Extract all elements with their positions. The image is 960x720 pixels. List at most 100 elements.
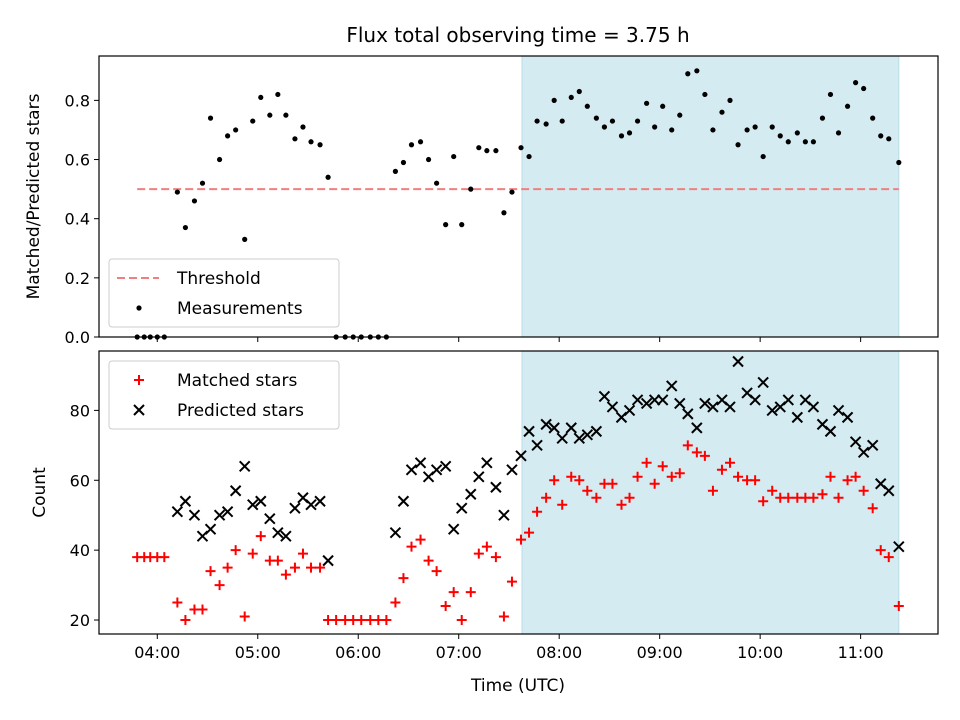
matched-point — [641, 457, 652, 468]
predicted-point — [623, 404, 636, 417]
predicted-point — [389, 526, 402, 539]
measurement-point — [870, 115, 876, 121]
predicted-point — [581, 429, 594, 441]
measurement-point — [844, 103, 851, 109]
predicted-point — [640, 397, 653, 410]
matched-point — [582, 485, 593, 496]
y-tick-label: 0.2 — [65, 269, 90, 288]
observing-time-span — [521, 55, 900, 338]
predicted-point — [749, 394, 761, 406]
measurement-point — [810, 139, 817, 145]
top-panel: 0.0 0.2 0.4 0.6 0.8 Matched/Predicted stars Th… — [24, 55, 939, 347]
matched-point — [306, 562, 317, 573]
measurement-point — [853, 80, 859, 86]
matched-point — [423, 555, 434, 566]
predicted-point — [255, 495, 267, 507]
measurement-point — [777, 133, 783, 139]
predicted-point — [631, 394, 644, 406]
predicted-point — [171, 506, 184, 518]
measurement-point — [702, 91, 708, 98]
x-tick-label: 04:00 — [134, 643, 180, 662]
matched-point — [817, 489, 828, 500]
y-tick-label: 60 — [70, 471, 90, 490]
predicted-point — [498, 509, 510, 521]
measurement-point — [191, 198, 198, 204]
matched-point — [381, 615, 392, 626]
measurement-point — [509, 189, 515, 195]
predicted-point — [598, 390, 611, 403]
measurement-point — [785, 139, 791, 145]
predicted-point — [590, 425, 603, 438]
matched-point — [883, 552, 894, 563]
matched-point — [875, 545, 886, 556]
x-tick-label: 06:00 — [335, 643, 381, 662]
measurement-point — [408, 142, 415, 148]
matched-point — [867, 503, 878, 514]
measurement-point — [769, 124, 775, 130]
matched-point — [415, 534, 426, 545]
x-axis-label: Time (UTC) — [470, 676, 565, 696]
measurement-point — [400, 159, 407, 166]
predicted-point — [221, 506, 234, 518]
predicted-point — [556, 432, 568, 445]
measurement-point — [896, 159, 902, 166]
matched-point — [255, 531, 266, 542]
y-tick-label: 0.4 — [65, 210, 90, 229]
x-tick-label: 05:00 — [235, 643, 281, 662]
measurement-point — [559, 118, 565, 124]
matched-point — [214, 580, 225, 591]
matched-point — [549, 475, 560, 486]
y-tick-label: 80 — [70, 401, 90, 420]
measurement-point — [719, 109, 725, 115]
observing-time-span — [521, 350, 900, 635]
matched-point — [297, 548, 308, 559]
matched-point — [159, 552, 170, 563]
measurement-point — [626, 130, 633, 136]
legend: Threshold Measurements — [108, 258, 340, 328]
legend-predicted-swatch — [133, 404, 145, 416]
measurement-point — [225, 133, 231, 139]
measurement-point — [242, 236, 248, 242]
predicted-point — [573, 432, 585, 445]
measurement-point — [216, 156, 223, 163]
measurement-point — [501, 210, 507, 216]
predicted-point — [280, 530, 292, 542]
matched-point — [858, 485, 869, 496]
matched-point — [624, 492, 635, 503]
predicted-point — [405, 464, 418, 476]
legend-box — [108, 360, 340, 430]
measurement-point — [392, 168, 399, 174]
predicted-point — [523, 425, 535, 438]
predicted-point — [691, 422, 703, 434]
matched-point — [498, 611, 509, 622]
measurement-point — [601, 124, 608, 130]
series-predicted-stars — [171, 355, 905, 567]
measurement-point — [207, 115, 214, 121]
matched-point — [616, 499, 627, 510]
predicted-point — [515, 450, 527, 462]
matched-point — [649, 478, 660, 489]
matched-point — [390, 597, 401, 608]
matched-point — [222, 562, 233, 573]
matched-point — [230, 545, 241, 556]
predicted-point — [832, 404, 845, 417]
matched-point — [448, 587, 459, 598]
predicted-point — [732, 355, 744, 368]
matched-point — [541, 492, 552, 503]
predicted-point — [666, 380, 678, 392]
matched-point — [574, 475, 585, 486]
matched-point — [239, 611, 250, 622]
matched-point — [767, 485, 778, 496]
matched-point — [666, 471, 677, 482]
predicted-point — [791, 411, 804, 424]
predicted-point — [414, 457, 427, 469]
predicted-point — [841, 411, 854, 424]
measurement-point — [861, 85, 867, 92]
measurement-point — [459, 222, 465, 228]
predicted-point — [490, 481, 502, 493]
predicted-point — [540, 418, 552, 431]
matched-point — [833, 492, 844, 503]
matched-point — [750, 475, 761, 486]
predicted-point — [272, 526, 284, 539]
